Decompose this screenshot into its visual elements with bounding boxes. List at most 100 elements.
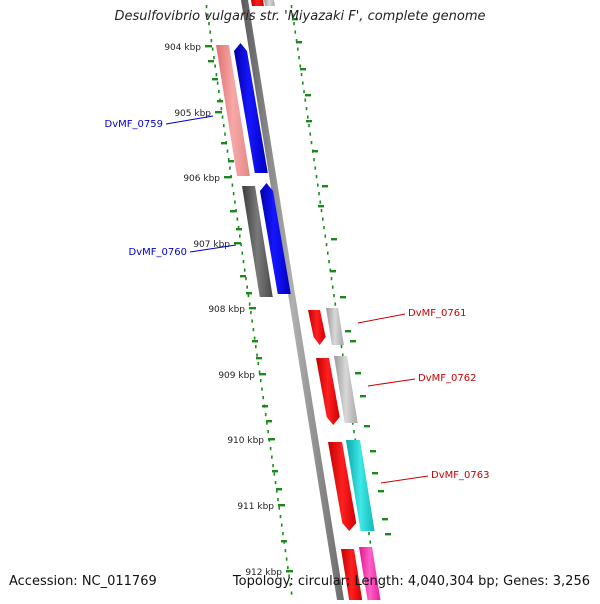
gene-bar xyxy=(251,0,264,6)
tick-label: 904 kbp xyxy=(164,43,201,53)
tick-mark xyxy=(224,176,231,179)
inner-dotted-ring xyxy=(229,166,231,170)
gene-bar xyxy=(346,440,375,531)
tick-mark xyxy=(215,111,222,114)
ring-dash xyxy=(230,210,236,213)
ring-dash xyxy=(345,330,351,333)
ring-dash xyxy=(312,150,318,153)
gene-label-leader xyxy=(357,313,406,324)
inner-dotted-ring xyxy=(284,549,287,553)
inner-dotted-ring xyxy=(253,336,256,340)
ring-dash xyxy=(246,292,252,295)
ring-dash xyxy=(340,296,346,299)
inner-dotted-ring xyxy=(269,447,272,451)
outer-dotted-ring xyxy=(334,302,337,306)
inner-dotted-ring xyxy=(258,370,261,374)
inner-dotted-ring xyxy=(242,260,245,264)
inner-dotted-ring xyxy=(215,73,218,77)
tick-mark xyxy=(268,438,275,441)
inner-dotted-ring xyxy=(239,234,241,238)
inner-dotted-ring xyxy=(231,183,234,187)
ring-dash xyxy=(228,160,234,163)
inner-dotted-ring xyxy=(259,379,262,383)
inner-dotted-ring xyxy=(211,47,214,51)
gene-bar xyxy=(308,310,326,345)
ring-dash xyxy=(296,41,302,44)
inner-dotted-ring xyxy=(264,413,267,417)
outer-dotted-ring xyxy=(308,124,310,128)
outer-dotted-ring xyxy=(299,64,302,68)
ring-dash xyxy=(382,518,388,521)
gene-bar xyxy=(234,43,268,173)
outer-dotted-ring xyxy=(368,532,370,536)
inner-dotted-ring xyxy=(224,132,226,136)
ring-dash xyxy=(272,470,278,473)
tick-mark xyxy=(278,504,285,507)
tick-mark xyxy=(259,373,266,376)
gene-label-leader xyxy=(189,244,237,253)
ring-dash xyxy=(300,68,306,71)
outer-dotted-ring xyxy=(296,47,299,51)
outer-dotted-ring xyxy=(309,132,312,136)
inner-dotted-ring xyxy=(222,124,225,128)
inner-dotted-ring xyxy=(267,430,269,434)
outer-dotted-ring xyxy=(304,98,307,102)
tick-label: 912 kbp xyxy=(245,568,282,578)
inner-dotted-ring xyxy=(261,387,263,391)
ring-dash xyxy=(240,275,246,278)
ring-dash xyxy=(318,205,324,208)
outer-dotted-ring xyxy=(298,56,300,60)
tick-mark xyxy=(249,307,256,310)
ring-dash xyxy=(331,238,337,241)
outer-dotted-ring xyxy=(326,251,329,255)
inner-dotted-ring xyxy=(236,217,239,221)
gene-label-leader xyxy=(165,115,214,125)
gene-bar xyxy=(264,0,275,6)
inner-dotted-ring xyxy=(273,472,276,476)
tick-mark xyxy=(286,570,293,573)
ring-dash xyxy=(378,490,384,493)
ring-dash xyxy=(276,488,282,491)
outer-dotted-ring xyxy=(321,217,324,221)
inner-dotted-ring xyxy=(282,532,284,536)
outer-dotted-ring xyxy=(291,13,294,17)
inner-dotted-ring xyxy=(288,574,290,578)
gene-label: DvMF_0760 xyxy=(129,247,187,258)
ring-dash xyxy=(281,540,287,543)
outer-dotted-ring xyxy=(353,430,355,434)
inner-dotted-ring xyxy=(213,56,215,60)
tick-label: 911 kbp xyxy=(237,502,274,512)
ring-dash xyxy=(306,120,312,123)
inner-dotted-ring xyxy=(226,149,229,153)
inner-dotted-ring xyxy=(252,328,255,332)
gene-label-leader xyxy=(367,378,416,387)
inner-dotted-ring xyxy=(262,396,265,400)
ring-dash xyxy=(208,60,214,63)
outer-dotted-ring xyxy=(331,285,334,289)
inner-dotted-ring xyxy=(285,557,288,561)
inner-dotted-ring xyxy=(251,319,253,323)
inner-dotted-ring xyxy=(250,311,252,315)
gene-bar xyxy=(326,308,344,345)
ring-dash xyxy=(217,100,223,103)
inner-dotted-ring xyxy=(206,13,209,17)
inner-dotted-ring xyxy=(241,251,244,255)
ring-dash xyxy=(262,405,268,408)
gene-bar xyxy=(242,186,273,297)
backbone-line xyxy=(241,0,344,600)
inner-dotted-ring xyxy=(255,345,257,349)
ring-dash xyxy=(360,395,366,398)
inner-dotted-ring xyxy=(248,302,251,306)
inner-dotted-ring xyxy=(209,30,212,34)
gene-bar xyxy=(334,356,358,423)
outer-dotted-ring xyxy=(295,39,298,43)
inner-dotted-ring xyxy=(208,22,210,26)
gene-label-leader xyxy=(380,475,429,484)
gene-bar xyxy=(260,183,291,294)
ring-dash xyxy=(372,472,378,475)
gene-label: DvMF_0763 xyxy=(431,470,489,481)
ring-dash xyxy=(221,142,227,145)
inner-dotted-ring xyxy=(289,583,292,587)
outer-dotted-ring xyxy=(325,243,328,247)
